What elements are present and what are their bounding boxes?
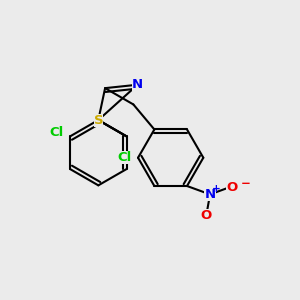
Text: N: N: [132, 78, 143, 91]
Text: −: −: [241, 177, 250, 190]
Text: O: O: [226, 181, 237, 194]
Text: Cl: Cl: [49, 127, 63, 140]
Text: O: O: [201, 209, 212, 222]
Text: +: +: [212, 184, 220, 194]
Text: S: S: [94, 114, 103, 127]
Text: N: N: [205, 188, 216, 201]
Text: Cl: Cl: [117, 151, 131, 164]
